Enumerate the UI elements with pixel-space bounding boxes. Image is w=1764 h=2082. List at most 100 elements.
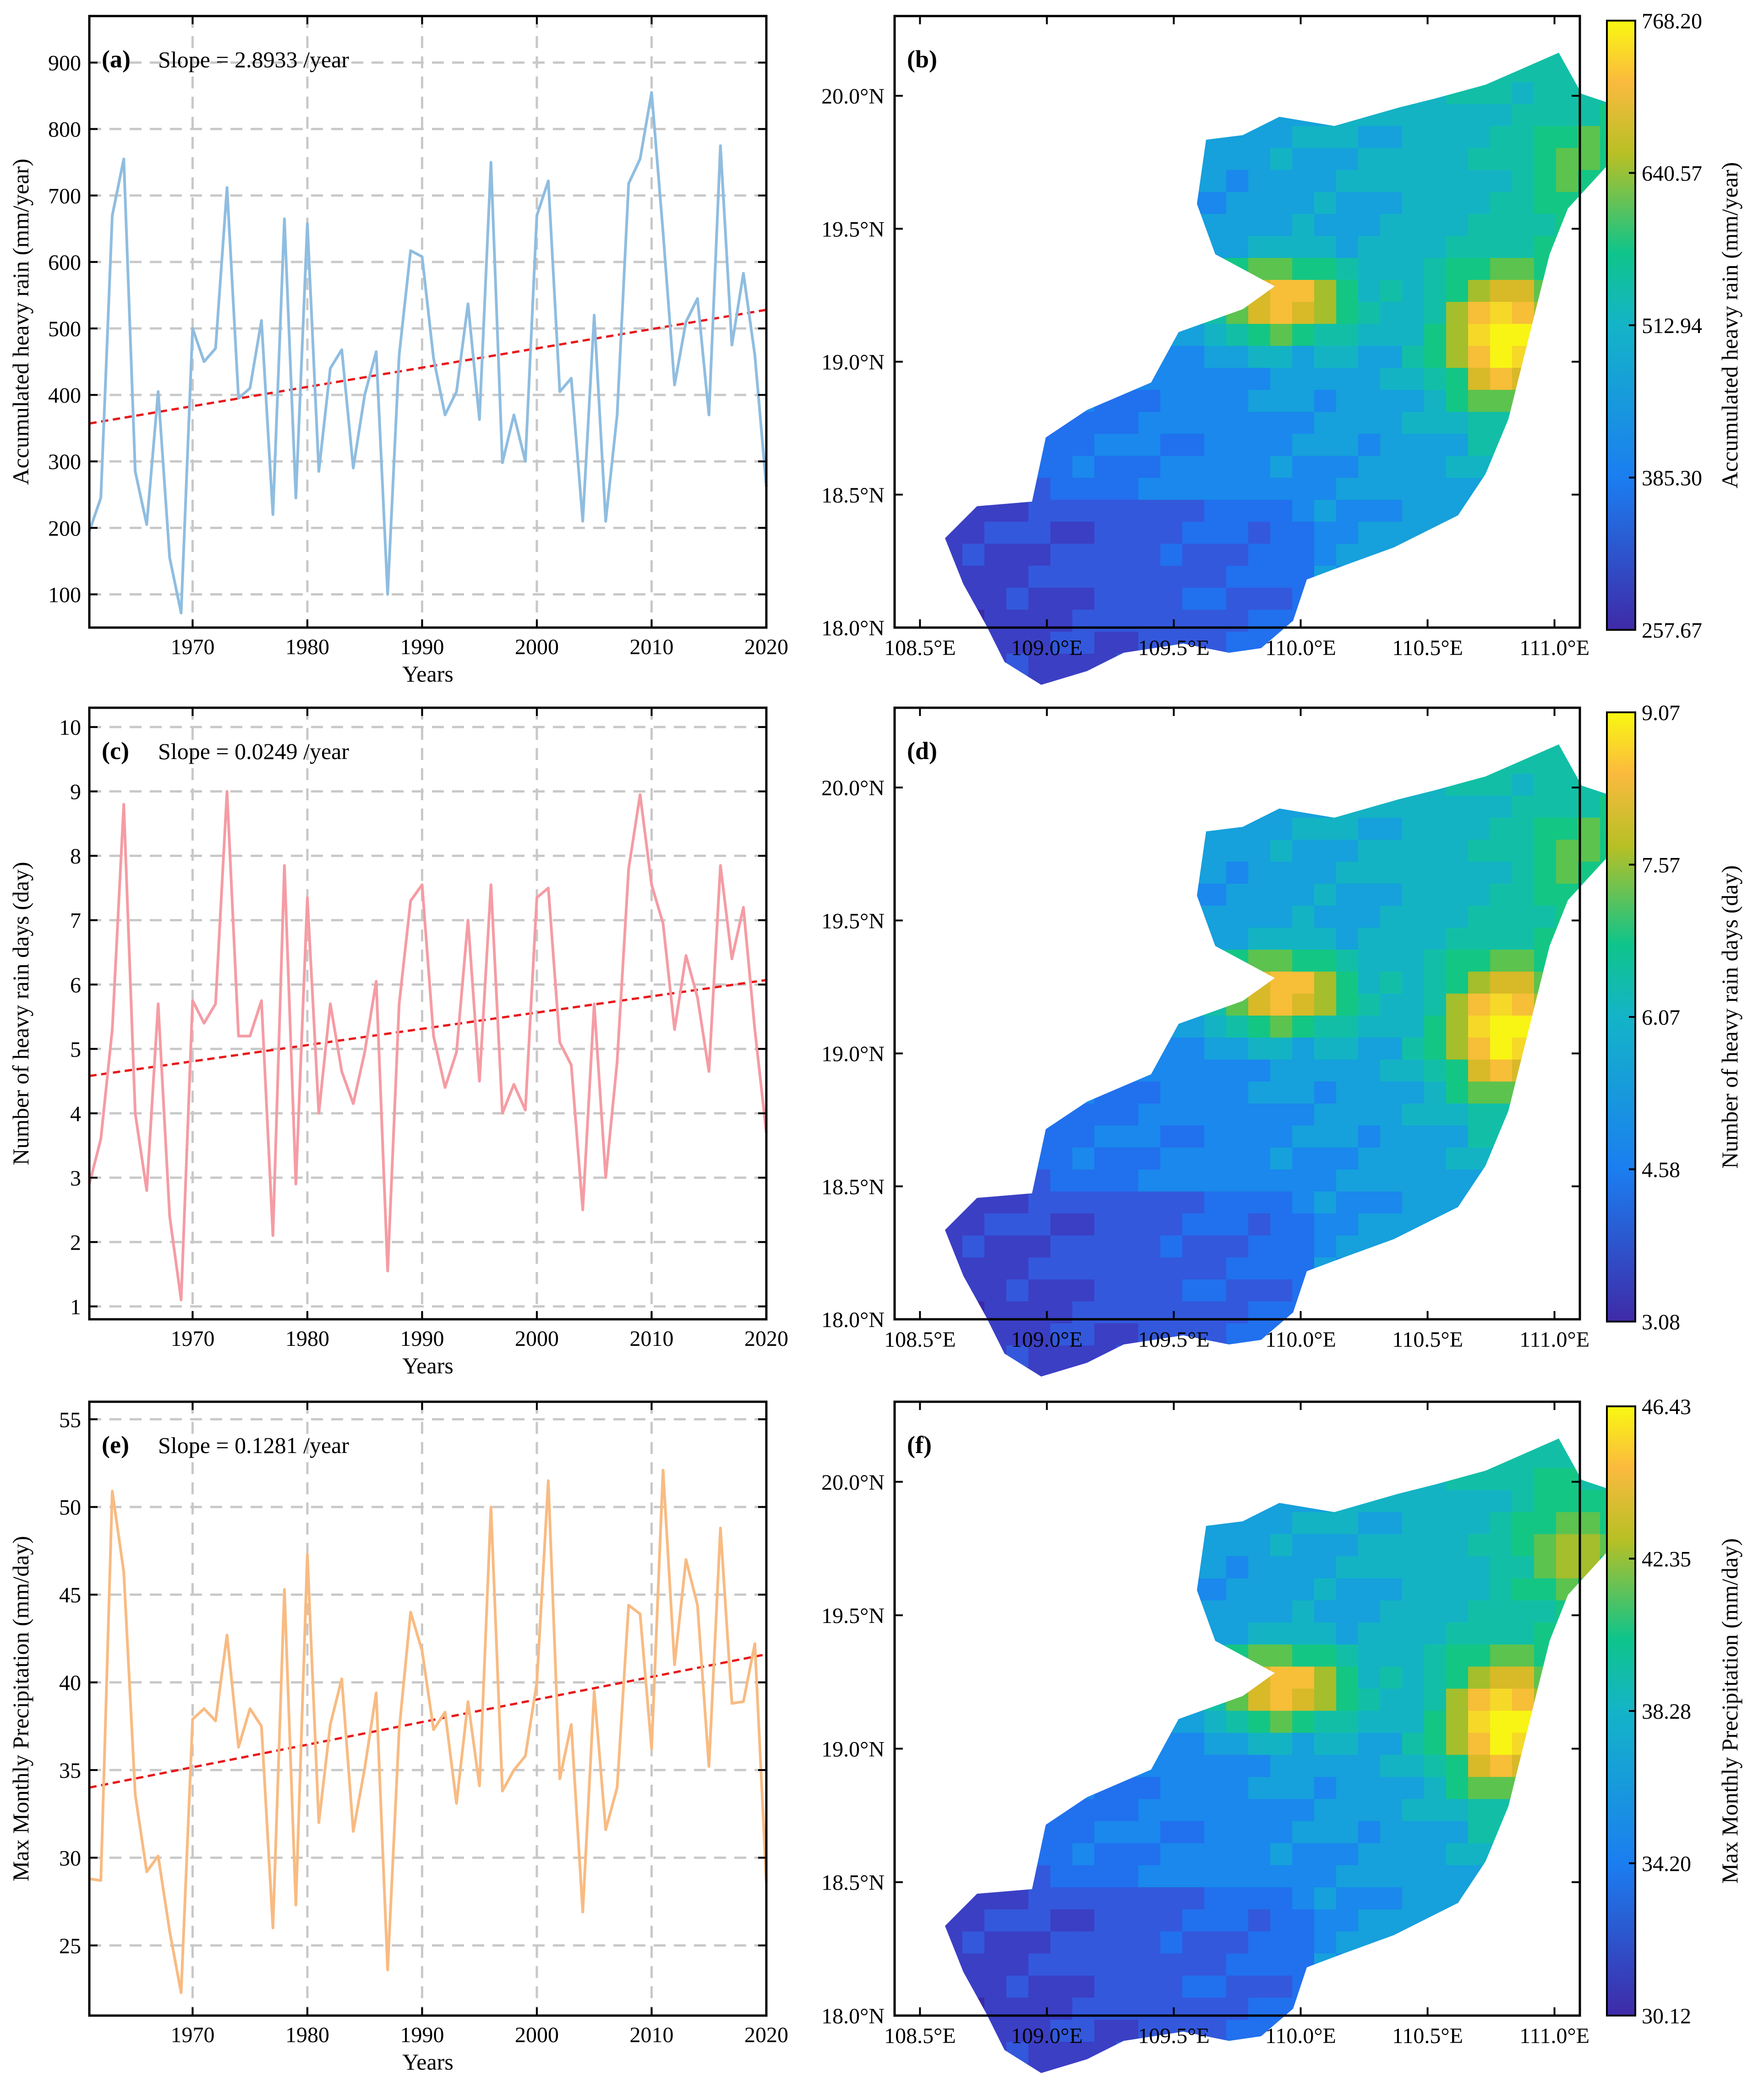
heatmap-cell bbox=[1028, 654, 1051, 676]
heatmap-cell bbox=[1314, 478, 1337, 500]
heatmap-cell bbox=[1160, 1402, 1183, 1424]
lon-tick-label: 109.5°E bbox=[1138, 1328, 1210, 1352]
heatmap-cell bbox=[1028, 1279, 1051, 1302]
heatmap-cell bbox=[1424, 1843, 1447, 1866]
heatmap-cell bbox=[1028, 390, 1051, 412]
heatmap-cell bbox=[1468, 1556, 1491, 1579]
heatmap-cell bbox=[1226, 566, 1249, 588]
heatmap-cell bbox=[1468, 2042, 1491, 2065]
heatmap-cell bbox=[1336, 1931, 1359, 1954]
heatmap-cell bbox=[1534, 390, 1556, 412]
heatmap-cell bbox=[1226, 1345, 1249, 1368]
heatmap-cell bbox=[1424, 676, 1447, 685]
heatmap-cell bbox=[1204, 1235, 1227, 1258]
heatmap-cell bbox=[1182, 1754, 1205, 1778]
heatmap-cell bbox=[1468, 862, 1491, 884]
heatmap-cell bbox=[1160, 972, 1183, 994]
heatmap-cell bbox=[1556, 53, 1578, 60]
heatmap-cell bbox=[1556, 258, 1578, 280]
heatmap-cell bbox=[1072, 1468, 1095, 1491]
heatmap-cell bbox=[1446, 2064, 1469, 2073]
heatmap-cell bbox=[1512, 302, 1535, 324]
heatmap-cell bbox=[1050, 16, 1073, 38]
heatmap-cell bbox=[1468, 1446, 1491, 1469]
lat-tick-label: 20.0°N bbox=[821, 84, 885, 109]
heatmap-cell bbox=[1094, 170, 1117, 192]
heatmap-cell bbox=[962, 1148, 985, 1170]
heatmap-cell bbox=[1358, 302, 1381, 324]
heatmap-cell bbox=[1446, 280, 1469, 302]
heatmap-cell bbox=[1556, 1799, 1578, 1822]
plot-frame bbox=[88, 706, 768, 1321]
heatmap-cell bbox=[1336, 1468, 1359, 1491]
heatmap-cell bbox=[1380, 478, 1403, 500]
heatmap-cell bbox=[1336, 1126, 1359, 1148]
heatmap-cell bbox=[1534, 16, 1556, 38]
heatmap-cell bbox=[1512, 588, 1535, 610]
heatmap-cell bbox=[1490, 818, 1513, 840]
heatmap-cell bbox=[1028, 1931, 1051, 1954]
heatmap-cell bbox=[1292, 1821, 1315, 1844]
heatmap-cell bbox=[1204, 1843, 1227, 1866]
heatmap-cell bbox=[1248, 1689, 1271, 1711]
heatmap-cell bbox=[1556, 1213, 1578, 1236]
heatmap-cell bbox=[984, 368, 1007, 390]
island-heatmap bbox=[945, 16, 1618, 685]
heatmap-cell bbox=[1248, 1622, 1271, 1645]
heatmap-cell bbox=[1028, 1446, 1051, 1469]
heatmap-cell bbox=[1204, 840, 1227, 862]
heatmap-cell bbox=[1270, 2064, 1293, 2073]
heatmap-cell bbox=[1358, 82, 1381, 104]
heatmap-cell bbox=[1182, 1556, 1205, 1579]
heatmap-cell bbox=[1160, 1490, 1183, 1513]
heatmap-cell bbox=[1006, 434, 1029, 456]
heatmap-cell bbox=[1160, 744, 1183, 752]
heatmap-cell bbox=[1358, 906, 1381, 928]
heatmap-cell bbox=[1402, 1843, 1425, 1866]
colorbar-tick-label: 257.67 bbox=[1642, 618, 1702, 643]
heatmap-cell bbox=[1424, 456, 1447, 478]
heatmap-cell bbox=[1226, 1997, 1249, 2021]
heatmap-cell bbox=[1160, 1777, 1183, 1800]
heatmap-cell bbox=[1358, 148, 1381, 170]
heatmap-cell bbox=[1556, 1556, 1578, 1579]
heatmap-cell bbox=[1468, 104, 1491, 126]
heatmap-cell bbox=[1138, 2064, 1161, 2073]
heatmap-cell bbox=[1006, 390, 1029, 412]
heatmap-cell bbox=[1578, 884, 1600, 906]
heatmap-cell bbox=[1138, 1490, 1161, 1513]
heatmap-cell bbox=[1006, 1104, 1029, 1126]
heatmap-cell bbox=[1094, 1975, 1117, 1998]
heatmap-cell bbox=[1116, 1732, 1139, 1755]
heatmap-cell bbox=[1292, 1865, 1315, 1888]
heatmap-cell bbox=[1182, 752, 1205, 774]
heatmap-cell bbox=[1512, 1038, 1535, 1060]
heatmap-cell bbox=[1028, 862, 1051, 884]
heatmap-cell bbox=[1336, 566, 1359, 588]
heatmap-cell bbox=[1028, 774, 1051, 796]
heatmap-cell bbox=[1490, 752, 1513, 774]
heatmap-cell bbox=[1050, 1953, 1073, 1976]
heatmap-cell bbox=[1578, 104, 1600, 126]
heatmap-cell bbox=[1204, 214, 1227, 236]
heatmap-cell bbox=[1446, 1104, 1469, 1126]
heatmap-cell bbox=[1336, 744, 1359, 752]
heatmap-cell bbox=[1204, 1446, 1227, 1469]
heatmap-cell bbox=[945, 258, 963, 280]
heatmap-cell bbox=[984, 60, 1007, 82]
heatmap-cell bbox=[1072, 1534, 1095, 1557]
heatmap-cell bbox=[1204, 744, 1227, 752]
heatmap-cell bbox=[1292, 928, 1315, 950]
heatmap-cell bbox=[1248, 744, 1271, 752]
heatmap-cell bbox=[984, 1732, 1007, 1755]
heatmap-cell bbox=[945, 1821, 963, 1844]
heatmap-cell bbox=[1468, 1931, 1491, 1954]
heatmap-cell bbox=[1116, 324, 1139, 346]
heatmap-cell bbox=[1358, 840, 1381, 862]
heatmap-cell bbox=[1204, 368, 1227, 390]
heatmap-cell bbox=[1138, 744, 1161, 752]
heatmap-cell bbox=[1072, 1279, 1095, 1302]
heatmap-cell bbox=[1182, 1235, 1205, 1258]
heatmap-cell bbox=[1358, 368, 1381, 390]
heatmap-cell bbox=[1314, 1490, 1337, 1513]
